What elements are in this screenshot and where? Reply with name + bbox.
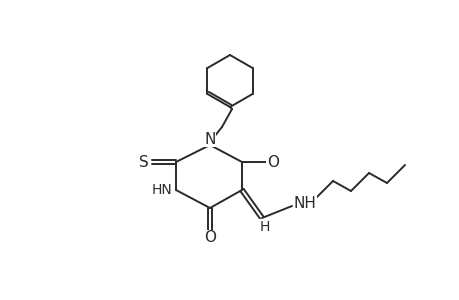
Text: S: S <box>139 154 149 169</box>
Text: O: O <box>203 230 216 245</box>
Text: HN: HN <box>151 183 172 197</box>
Text: H: H <box>259 220 269 234</box>
Text: NH: NH <box>293 196 316 211</box>
Text: O: O <box>266 154 279 169</box>
Text: N: N <box>204 131 215 146</box>
